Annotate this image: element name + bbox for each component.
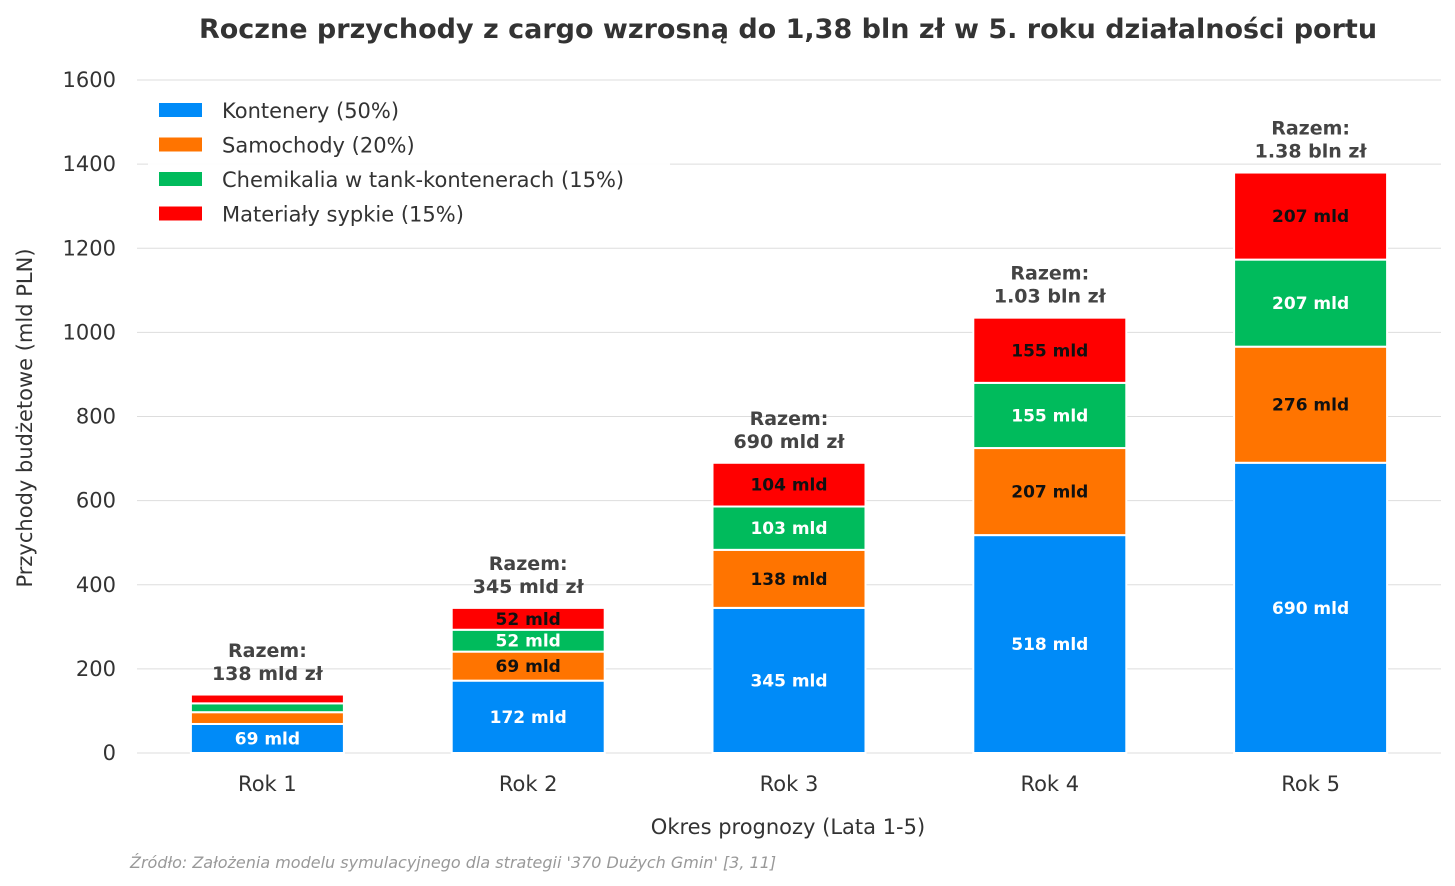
x-tick-label: Rok 3 [760,772,819,796]
bar-segment [711,461,867,508]
bar-segment [189,702,345,714]
x-tick-label: Rok 5 [1281,772,1340,796]
bar-segment [189,711,345,725]
bar-segment [972,316,1128,384]
bar-value-label: 207 mld [1011,483,1088,503]
legend-swatch [159,172,202,186]
gridlines [137,79,1441,754]
bar-segment [1233,258,1389,348]
bar-value-label: 276 mld [1272,396,1349,416]
bar-total-value: 138 mld zł [212,663,324,685]
legend-entry: Materiały sypkie (15%) [222,203,464,227]
bar-segment [972,447,1128,537]
bar-value-label: 518 mld [1011,635,1088,655]
legend-entry: Samochody (20%) [222,134,415,158]
x-axis-label: Okres prognozy (Lata 1-5) [651,815,925,839]
bar-segment [1233,345,1389,464]
bar-value-label: 155 mld [1011,341,1088,361]
legend-background [148,90,670,232]
bar-total-value: 345 mld zł [473,576,585,598]
bar-segment [1233,461,1389,754]
x-tick-label: Rok 2 [499,772,558,796]
bar-value-label: 104 mld [750,476,827,496]
legend-entry: Chemikalia w tank-kontenerach (15%) [222,168,624,192]
y-axis-label: Przychody budżetowe (mld PLN) [13,248,37,587]
bar-segment [711,505,867,551]
bar-segment [1233,171,1389,261]
y-tick-label: 1400 [63,152,116,176]
bar-value-label: 52 mld [496,632,561,652]
source-note: Źródło: Założenia modelu symulacyjnego d… [129,853,776,872]
bar-total-value: 690 mld zł [734,431,846,453]
bar-total-value: 1.38 bln zł [1255,141,1368,163]
bar-total-value: 1.03 bln zł [994,286,1107,308]
y-tick-label: 600 [76,489,116,513]
y-axis-ticks: 0 200 400 600 800 1000 1200 1400 1600 [63,68,116,765]
x-tick-label: Rok 1 [238,772,297,796]
bar-total-label: Razem: [750,408,829,430]
bar-value-label: 103 mld [750,519,827,539]
bar-segment [450,606,606,631]
bar-value-label: 207 mld [1272,294,1349,314]
bar-value-label: 207 mld [1272,207,1349,227]
y-tick-label: 1600 [63,68,116,92]
bar-value-label: 69 mld [496,657,561,677]
bar-total-label: Razem: [1010,263,1089,285]
bar-total-label: Razem: [1271,118,1350,140]
bar-value-label: 69 mld [235,729,300,749]
bar-total-label: Razem: [228,640,307,662]
bar-value-label: 690 mld [1272,599,1349,619]
y-tick-label: 1000 [63,320,116,344]
y-tick-label: 800 [76,405,116,429]
x-tick-label: Rok 4 [1020,772,1079,796]
x-axis-ticks: Rok 1 Rok 2 Rok 3 Rok 4 Rok 5 [238,772,1340,796]
legend-swatch [159,206,202,221]
bar-segment [711,548,867,609]
bar-segment [189,693,345,705]
bar-value-label: 52 mld [496,610,561,630]
legend-swatch [159,137,202,152]
y-tick-label: 1200 [63,236,116,260]
bar-value-label: 138 mld [750,570,827,590]
y-tick-label: 400 [76,573,116,597]
bar-segment [450,679,606,755]
legend-swatch [159,103,202,117]
bar-value-label: 155 mld [1011,406,1088,426]
legend: Kontenery (50%) Samochody (20%) Chemikalia… [148,90,670,232]
y-tick-label: 200 [76,657,116,681]
chart-title: Roczne przychody z cargo wzrosną do 1,38… [199,14,1377,45]
bar-total-label: Razem: [489,553,568,575]
bar-value-label: 172 mld [490,708,567,728]
legend-entry: Kontenery (50%) [222,99,399,123]
bar-segment [972,534,1128,755]
y-tick-label: 0 [103,741,116,765]
bar-value-label: 345 mld [750,671,827,691]
bar-segment [450,650,606,682]
bar-segment [972,381,1128,450]
bar-segment [711,606,867,755]
